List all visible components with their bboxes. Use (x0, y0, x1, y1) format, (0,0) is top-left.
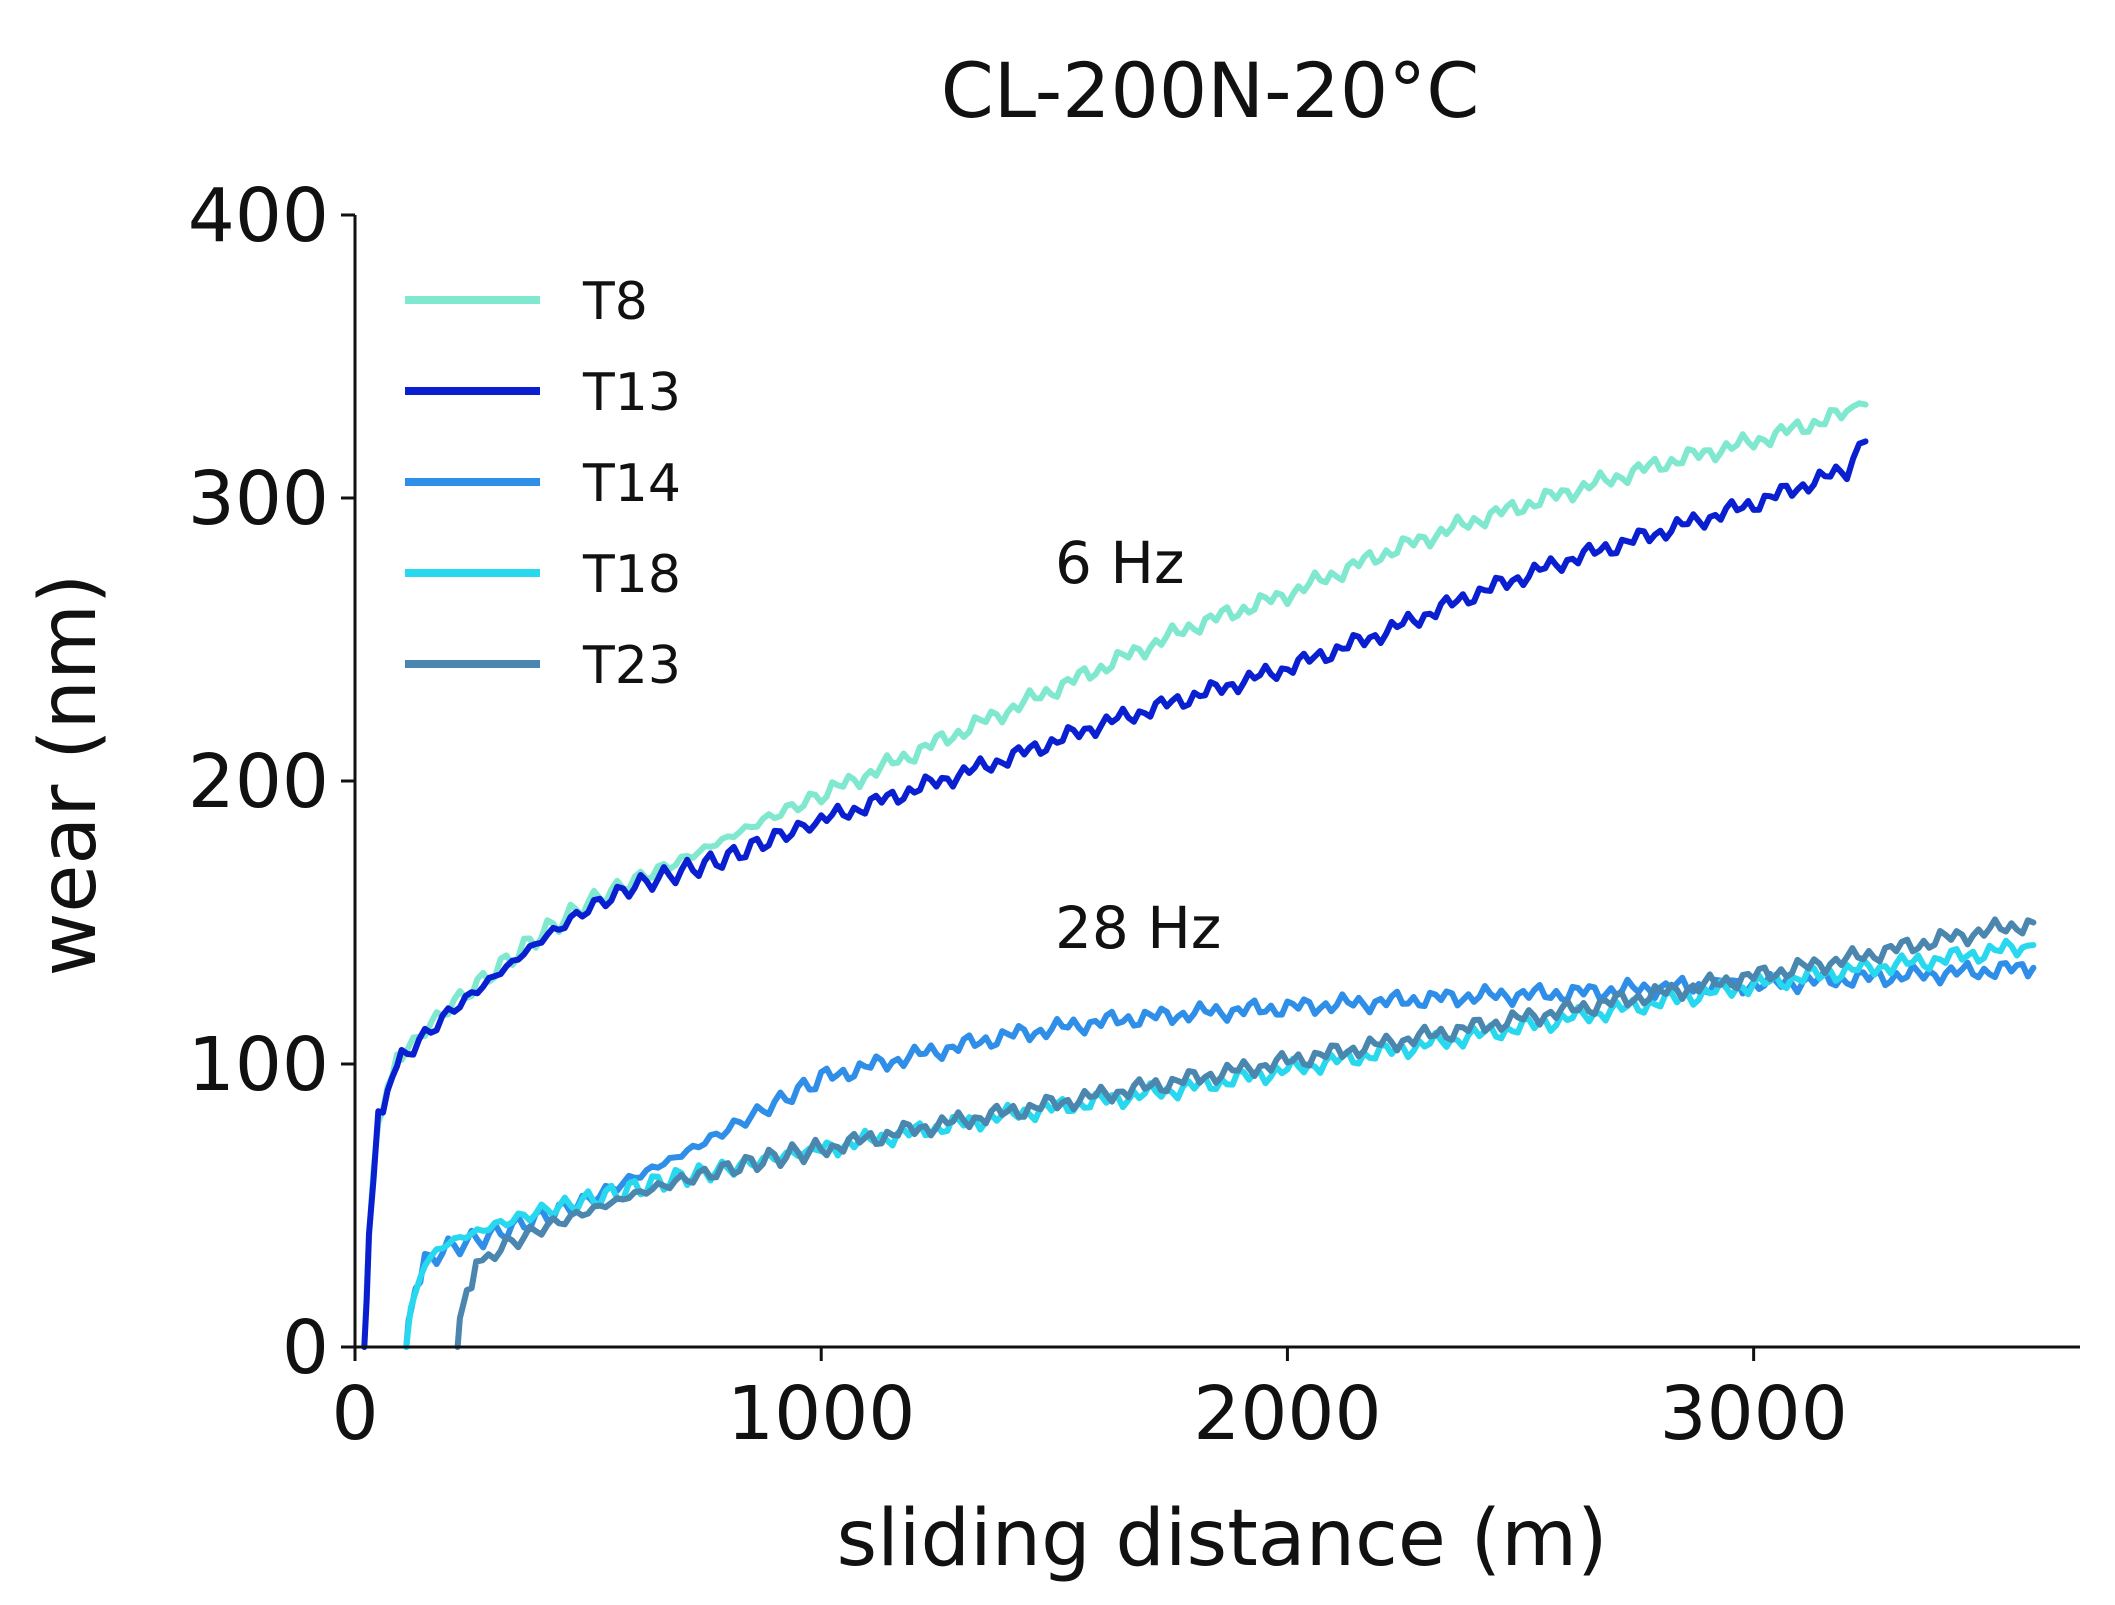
legend-label-t23: T23 (582, 636, 681, 696)
y-tick-label: 200 (188, 739, 329, 825)
legend-label-t8: T8 (582, 272, 648, 332)
plot-lines (361, 400, 2037, 1350)
chart-title: CL-200N-20°C (941, 46, 1480, 135)
series-line-t18 (403, 937, 2037, 1350)
x-axis-label: sliding distance (m) (836, 1494, 1607, 1584)
x-ticks: 0 1000 2000 3000 (331, 1347, 1848, 1457)
x-tick-label: 0 (331, 1371, 378, 1457)
annotation-6hz: 6 Hz (1055, 529, 1184, 597)
legend-label-t14: T14 (582, 454, 681, 514)
legend-label-t13: T13 (582, 363, 681, 423)
series-line-t8 (361, 400, 1869, 1350)
annotation-28hz: 28 Hz (1055, 894, 1221, 962)
series-line-t13 (361, 438, 1869, 1350)
y-tick-label: 400 (188, 173, 329, 259)
legend: T8 T13 T14 T18 T23 (405, 272, 681, 696)
y-axis-label: wear (nm) (24, 574, 114, 977)
y-tick-label: 100 (188, 1022, 329, 1108)
x-tick-label: 2000 (1193, 1371, 1381, 1457)
y-ticks: 0 100 200 300 400 (188, 173, 355, 1391)
y-tick-label: 300 (188, 456, 329, 542)
x-tick-label: 1000 (727, 1371, 915, 1457)
series-line-t14 (403, 959, 2037, 1350)
x-tick-label: 3000 (1659, 1371, 1847, 1457)
y-tick-label: 0 (282, 1305, 329, 1391)
series-line-t23 (454, 916, 2037, 1350)
legend-label-t18: T18 (582, 545, 681, 605)
